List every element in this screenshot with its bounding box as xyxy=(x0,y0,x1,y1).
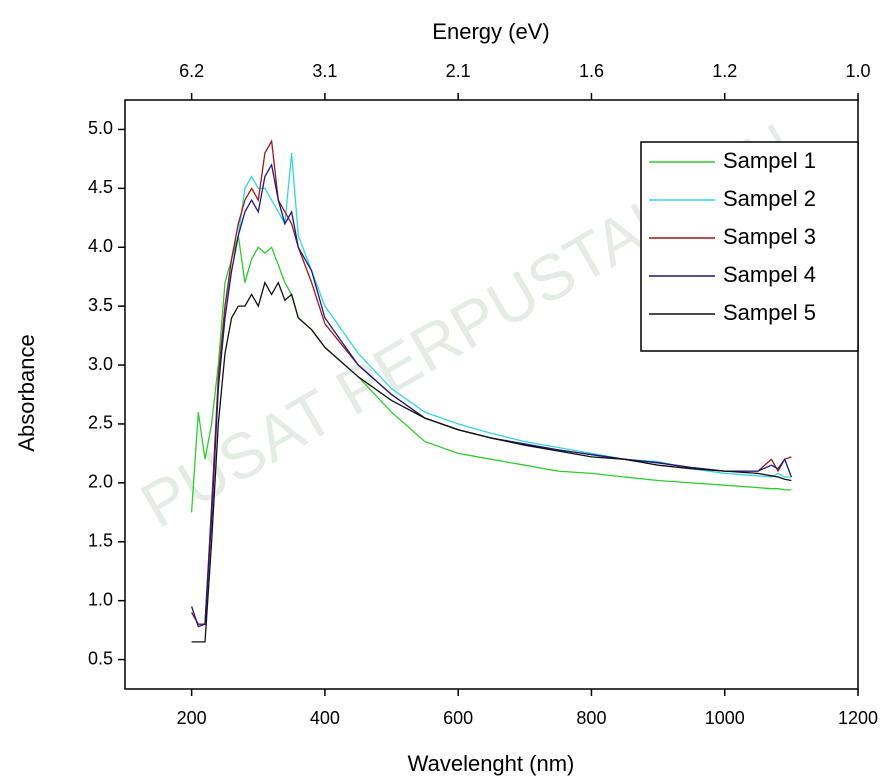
x2-axis-title: Energy (eV) xyxy=(432,19,549,44)
legend-label: Sampel 1 xyxy=(723,148,816,173)
y-tick-label: 3.5 xyxy=(88,295,113,315)
legend-label: Sampel 3 xyxy=(723,224,816,249)
x2-tick-label: 1.0 xyxy=(845,61,870,81)
x2-tick-label: 1.2 xyxy=(712,61,737,81)
legend-label: Sampel 5 xyxy=(723,300,816,325)
y-tick-label: 1.0 xyxy=(88,589,113,609)
y-tick-label: 2.0 xyxy=(88,472,113,492)
x2-tick-label: 3.1 xyxy=(312,61,337,81)
x-axis-title: Wavelenght (nm) xyxy=(408,751,575,776)
y-tick-label: 4.0 xyxy=(88,236,113,256)
x-tick-label: 1000 xyxy=(705,708,745,728)
x-tick-label: 400 xyxy=(310,708,340,728)
y-tick-label: 3.0 xyxy=(88,354,113,374)
plot-frame xyxy=(124,99,859,690)
legend-label: Sampel 2 xyxy=(723,186,816,211)
x-tick-label: 1200 xyxy=(838,708,878,728)
y-tick-label: 2.5 xyxy=(88,413,113,433)
x2-tick-label: 6.2 xyxy=(179,61,204,81)
x2-tick-label: 1.6 xyxy=(579,61,604,81)
series-line xyxy=(190,162,793,628)
x-tick-label: 800 xyxy=(576,708,606,728)
y-tick-label: 4.5 xyxy=(88,177,113,197)
legend-box xyxy=(640,141,859,352)
legend-label: Sampel 4 xyxy=(723,262,816,287)
series-line xyxy=(191,280,792,643)
y-tick-label: 0.5 xyxy=(88,648,113,668)
y-axis-title: Absorbance xyxy=(14,334,39,451)
y-tick-label: 1.5 xyxy=(88,531,113,551)
x-tick-label: 600 xyxy=(443,708,473,728)
y-tick-label: 5.0 xyxy=(88,118,113,138)
x-tick-label: 200 xyxy=(177,708,207,728)
x2-tick-label: 2.1 xyxy=(446,61,471,81)
